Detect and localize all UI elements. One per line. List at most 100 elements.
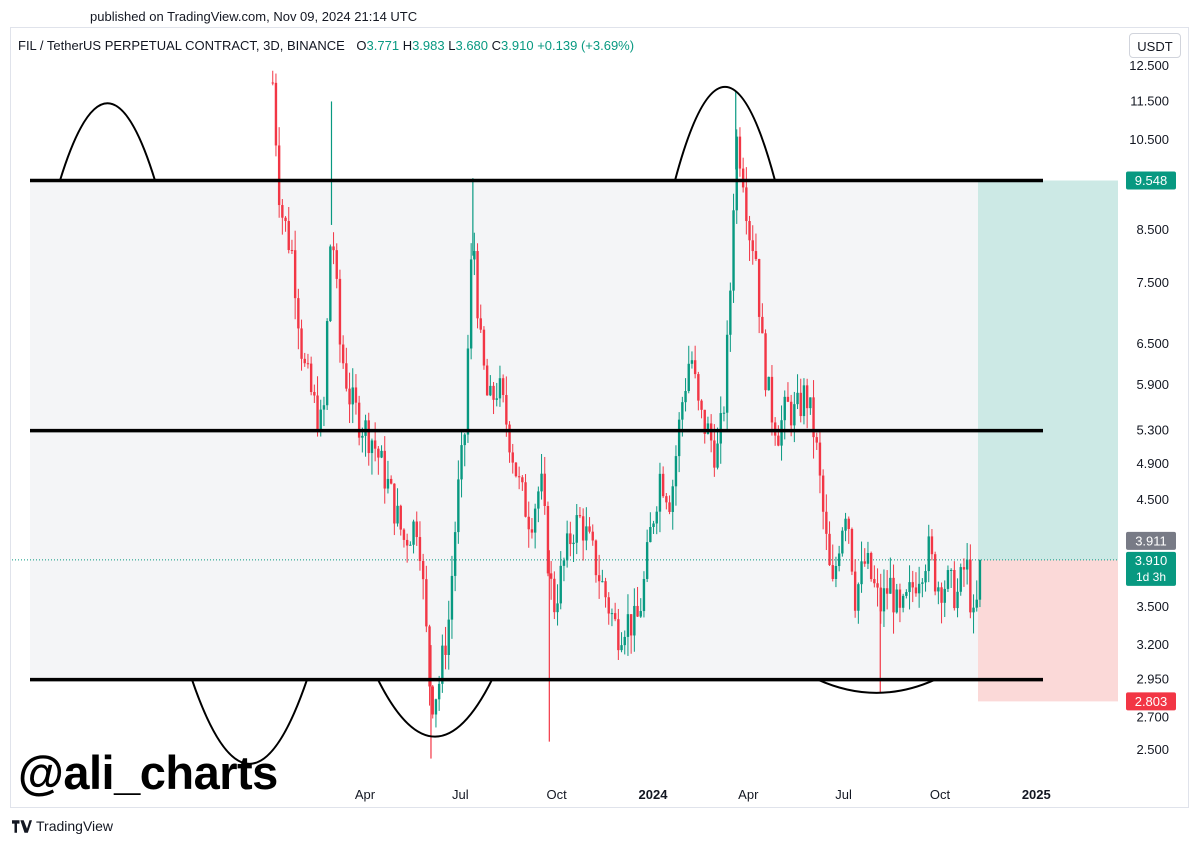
- candle-body: [681, 402, 684, 420]
- candle-body: [898, 589, 902, 608]
- candle-body: [873, 579, 876, 584]
- candle-body: [607, 597, 610, 614]
- candle-body: [325, 321, 329, 406]
- candle-body: [828, 533, 831, 566]
- top-arc-2: [674, 85, 776, 181]
- y-tick-label: 11.500: [1130, 93, 1169, 108]
- candle-body: [722, 412, 726, 414]
- candle-body: [818, 442, 822, 476]
- candle-body: [674, 456, 678, 487]
- candle-body: [789, 401, 793, 426]
- candle-body: [780, 420, 783, 446]
- candle-body: [495, 398, 498, 400]
- candle-body: [473, 251, 476, 260]
- candle-body: [549, 573, 553, 579]
- candle-body: [668, 502, 671, 512]
- candle-body: [444, 645, 447, 655]
- candle-body: [825, 511, 828, 534]
- candle-body: [553, 578, 556, 613]
- currency-button[interactable]: USDT: [1129, 33, 1181, 58]
- candle-body: [972, 607, 975, 613]
- candle-body: [949, 569, 953, 571]
- candle-body: [793, 404, 796, 426]
- candle-body: [610, 613, 614, 615]
- candle-body: [962, 567, 966, 570]
- target-zone: [978, 180, 1118, 560]
- candle-body: [457, 479, 460, 533]
- candle-body: [450, 575, 454, 620]
- candle-body: [521, 477, 524, 483]
- y-tick-label: 3.200: [1136, 637, 1169, 652]
- candle-body: [345, 363, 348, 389]
- candle-body: [946, 570, 950, 589]
- candle-body: [748, 221, 751, 241]
- high-label: H: [402, 38, 413, 53]
- candle-body: [965, 559, 969, 570]
- candle-body: [601, 581, 604, 583]
- x-tick-label: Apr: [738, 787, 759, 802]
- candle-body: [572, 542, 575, 545]
- candle-body: [914, 587, 918, 594]
- chart-pane[interactable]: [10, 27, 1189, 808]
- candle-body: [655, 511, 658, 524]
- y-tick-label: 2.500: [1136, 742, 1169, 757]
- candle-body: [313, 391, 316, 396]
- candle-body: [418, 537, 422, 562]
- candle-body: [316, 395, 319, 432]
- candle-body: [921, 582, 924, 584]
- candle-body: [857, 584, 860, 611]
- candle-body: [565, 533, 569, 561]
- y-tick-label: 4.500: [1136, 492, 1169, 507]
- candle-body: [540, 473, 543, 492]
- low-value: 3.680: [455, 38, 489, 53]
- candle-body: [853, 571, 857, 611]
- candle-body: [402, 529, 406, 540]
- candle-body: [537, 491, 540, 509]
- candle-body: [281, 205, 284, 218]
- tradingview-logo-icon: [12, 819, 32, 833]
- candle-body: [812, 397, 815, 438]
- candle-body: [882, 588, 886, 612]
- candle-body: [533, 508, 537, 533]
- candle-body: [901, 595, 905, 608]
- target-price-badge: 9.548: [1135, 173, 1168, 188]
- symbol-description: FIL / TetherUS PERPETUAL CONTRACT, 3D, B…: [18, 38, 345, 53]
- candle-body: [476, 251, 479, 319]
- candle-body: [850, 528, 854, 572]
- candle-body: [639, 611, 642, 617]
- candle-body: [633, 605, 636, 636]
- candle-body: [735, 136, 738, 211]
- candle-body: [693, 360, 697, 375]
- candle-body: [713, 440, 716, 468]
- tradingview-footer[interactable]: TradingView: [12, 818, 113, 834]
- bottom-arc-3: [817, 678, 936, 694]
- candle-body: [274, 82, 278, 146]
- candle-body: [802, 385, 806, 417]
- tradingview-brand: TradingView: [36, 818, 114, 834]
- candle-body: [530, 529, 534, 533]
- candle-body: [975, 599, 978, 608]
- candle-body: [745, 187, 748, 222]
- candle-body: [303, 358, 306, 364]
- candle-body: [569, 533, 572, 545]
- candle-body: [287, 221, 290, 251]
- low-label: L: [448, 38, 456, 53]
- top-arc-1: [59, 102, 156, 181]
- candle-body: [889, 577, 892, 594]
- candle-body: [348, 388, 351, 405]
- candle-body: [300, 328, 303, 359]
- candle-body: [700, 400, 703, 410]
- candle-body: [594, 540, 598, 576]
- candle-body: [761, 316, 764, 334]
- candle-body: [687, 363, 690, 392]
- candle-body: [332, 246, 335, 251]
- candle-body: [588, 526, 591, 532]
- candle-body: [815, 437, 818, 443]
- candle-body: [837, 553, 841, 567]
- candle-body: [959, 567, 962, 592]
- candle-body: [543, 473, 546, 507]
- candle-body: [796, 392, 799, 405]
- close-label: C: [491, 38, 502, 53]
- y-tick-label: 2.700: [1136, 709, 1169, 724]
